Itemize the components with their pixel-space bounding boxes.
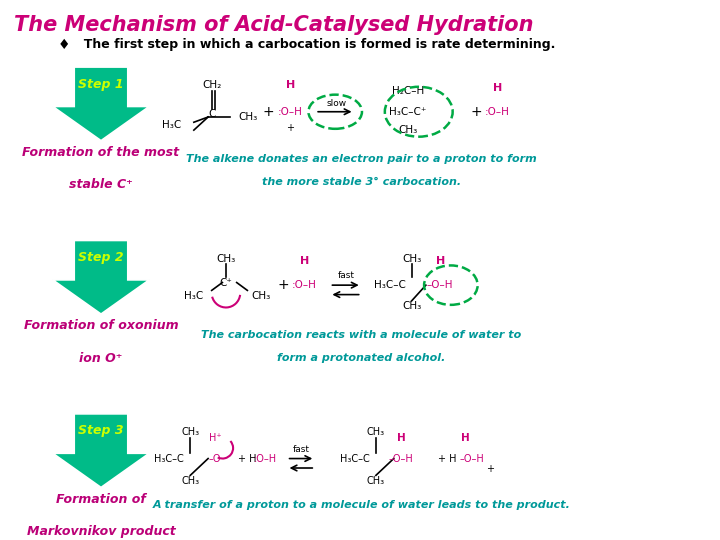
Text: H: H	[300, 256, 309, 267]
Text: +: +	[470, 105, 482, 119]
Text: –O–H: –O–H	[389, 454, 413, 463]
Text: H⁺: H⁺	[209, 433, 222, 442]
Text: The first step in which a carbocation is formed is rate determining.: The first step in which a carbocation is…	[75, 38, 555, 51]
Text: H₃C: H₃C	[163, 120, 181, 130]
Text: H₃C–C: H₃C–C	[340, 454, 369, 463]
Text: A transfer of a proton to a molecule of water leads to the product.: A transfer of a proton to a molecule of …	[153, 500, 570, 510]
Text: Step 3: Step 3	[78, 424, 124, 437]
Polygon shape	[53, 240, 149, 314]
Text: The carbocation reacts with a molecule of water to: The carbocation reacts with a molecule o…	[202, 330, 522, 340]
Text: Formation of: Formation of	[56, 492, 146, 505]
Text: ♦: ♦	[58, 38, 71, 52]
Text: CH₃: CH₃	[216, 254, 235, 264]
Text: +: +	[263, 105, 274, 119]
Text: Formation of the most: Formation of the most	[22, 146, 179, 159]
Text: H: H	[397, 433, 405, 442]
Text: + H: + H	[438, 454, 456, 463]
Text: H₂C–H: H₂C–H	[392, 86, 424, 96]
Text: CH₃: CH₃	[181, 427, 199, 437]
Text: CH₃: CH₃	[251, 291, 270, 301]
Text: slow: slow	[327, 99, 347, 109]
Text: Step 2: Step 2	[78, 251, 124, 264]
Text: CH₃: CH₃	[402, 254, 421, 264]
Text: CH₃: CH₃	[239, 112, 258, 122]
Text: –O: –O	[209, 454, 222, 463]
Text: C: C	[208, 110, 215, 119]
Text: The alkene donates an electron pair to a proton to form: The alkene donates an electron pair to a…	[186, 154, 537, 164]
Text: CH₃: CH₃	[366, 476, 385, 485]
Text: stable C⁺: stable C⁺	[69, 179, 133, 192]
Text: H₃C–C⁺: H₃C–C⁺	[390, 107, 427, 117]
Text: H: H	[286, 80, 295, 91]
Text: ion O⁺: ion O⁺	[79, 352, 122, 365]
Text: CH₂: CH₂	[202, 80, 221, 91]
Polygon shape	[53, 414, 149, 488]
Text: C⁺: C⁺	[220, 278, 233, 287]
Text: :O–H: :O–H	[253, 454, 276, 463]
Text: H: H	[461, 433, 469, 442]
Text: Formation of oxonium: Formation of oxonium	[24, 319, 179, 332]
Text: +: +	[277, 278, 289, 292]
Text: CH₃: CH₃	[402, 301, 421, 311]
Text: +: +	[486, 464, 494, 474]
Text: Markovnikov product: Markovnikov product	[27, 525, 176, 538]
Text: fast: fast	[338, 271, 354, 280]
Text: CH₃: CH₃	[398, 125, 418, 135]
Polygon shape	[53, 67, 149, 140]
Text: the more stable 3° carbocation.: the more stable 3° carbocation.	[262, 178, 462, 187]
Text: –O–H: –O–H	[427, 280, 454, 290]
Text: H: H	[436, 256, 445, 267]
Text: form a protonated alcohol.: form a protonated alcohol.	[277, 354, 446, 363]
Text: :O–H: :O–H	[278, 107, 302, 117]
Text: –O–H: –O–H	[460, 454, 485, 463]
Text: Step 1: Step 1	[78, 78, 124, 91]
Text: The Mechanism of Acid-Catalysed Hydration: The Mechanism of Acid-Catalysed Hydratio…	[14, 15, 534, 35]
Text: fast: fast	[292, 444, 310, 454]
Text: CH₃: CH₃	[366, 427, 385, 437]
Text: :O–H: :O–H	[292, 280, 317, 290]
Text: +: +	[287, 123, 294, 132]
Text: H₃C: H₃C	[184, 291, 203, 301]
Text: CH₃: CH₃	[181, 476, 199, 485]
Text: H₃C–C: H₃C–C	[154, 454, 184, 463]
Text: + H: + H	[238, 454, 256, 463]
Text: H: H	[492, 83, 502, 93]
Text: H₃C–C: H₃C–C	[374, 280, 406, 290]
Text: :O–H: :O–H	[485, 107, 510, 117]
